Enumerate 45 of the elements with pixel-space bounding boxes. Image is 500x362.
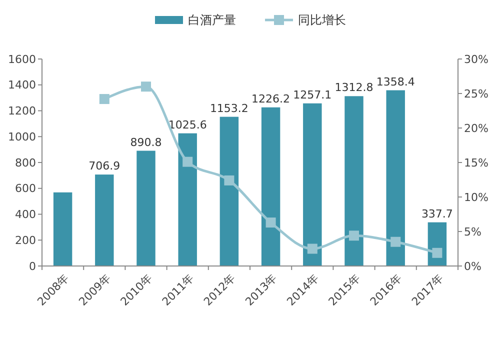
legend-label: 白酒产量 xyxy=(188,13,236,28)
y2-tick-label: 0% xyxy=(464,260,482,273)
y-tick-label: 200 xyxy=(15,234,36,247)
point xyxy=(141,82,151,92)
y2-tick-label: 15% xyxy=(464,156,488,170)
data-label: 1312.8 xyxy=(334,81,374,94)
bar xyxy=(386,90,405,266)
y2-tick-label: 5% xyxy=(464,225,482,238)
y2-tick-label: 20% xyxy=(464,122,488,135)
y-tick-label: 800 xyxy=(15,156,36,170)
y2-tick-label: 30% xyxy=(464,52,488,66)
point xyxy=(182,156,193,167)
point xyxy=(307,244,318,254)
bar xyxy=(136,150,156,266)
point xyxy=(390,236,401,247)
data-label: 1226.2 xyxy=(252,92,290,106)
data-label: 337.7 xyxy=(421,207,453,220)
data-label: 1153.2 xyxy=(210,102,248,115)
point xyxy=(432,248,442,258)
bar xyxy=(53,192,72,266)
point xyxy=(266,218,276,228)
y-tick-label: 1600 xyxy=(8,52,36,66)
data-label: 706.9 xyxy=(88,160,120,173)
point xyxy=(224,175,234,186)
point xyxy=(349,230,359,241)
y-tick-label: 400 xyxy=(15,208,36,222)
y-tick-label: 0 xyxy=(29,260,36,273)
data-label: 1257.1 xyxy=(293,88,332,102)
y-tick-label: 1000 xyxy=(8,130,36,144)
bar xyxy=(95,174,114,266)
bar xyxy=(220,116,239,266)
y-tick-label: 1400 xyxy=(8,78,36,92)
y2-tick-label: 25% xyxy=(464,87,488,100)
data-label: 1358.4 xyxy=(376,75,415,88)
y2-tick-label: 10% xyxy=(464,190,488,204)
bar xyxy=(303,103,322,266)
y-tick-label: 600 xyxy=(15,182,36,196)
bar xyxy=(261,107,280,266)
point xyxy=(99,94,110,104)
data-label: 890.8 xyxy=(130,136,162,149)
bar xyxy=(344,96,364,266)
data-label: 1025.6 xyxy=(168,118,207,132)
bar xyxy=(178,133,197,266)
y-tick-label: 1200 xyxy=(8,104,36,118)
legend-label: 同比增长 xyxy=(298,13,346,28)
